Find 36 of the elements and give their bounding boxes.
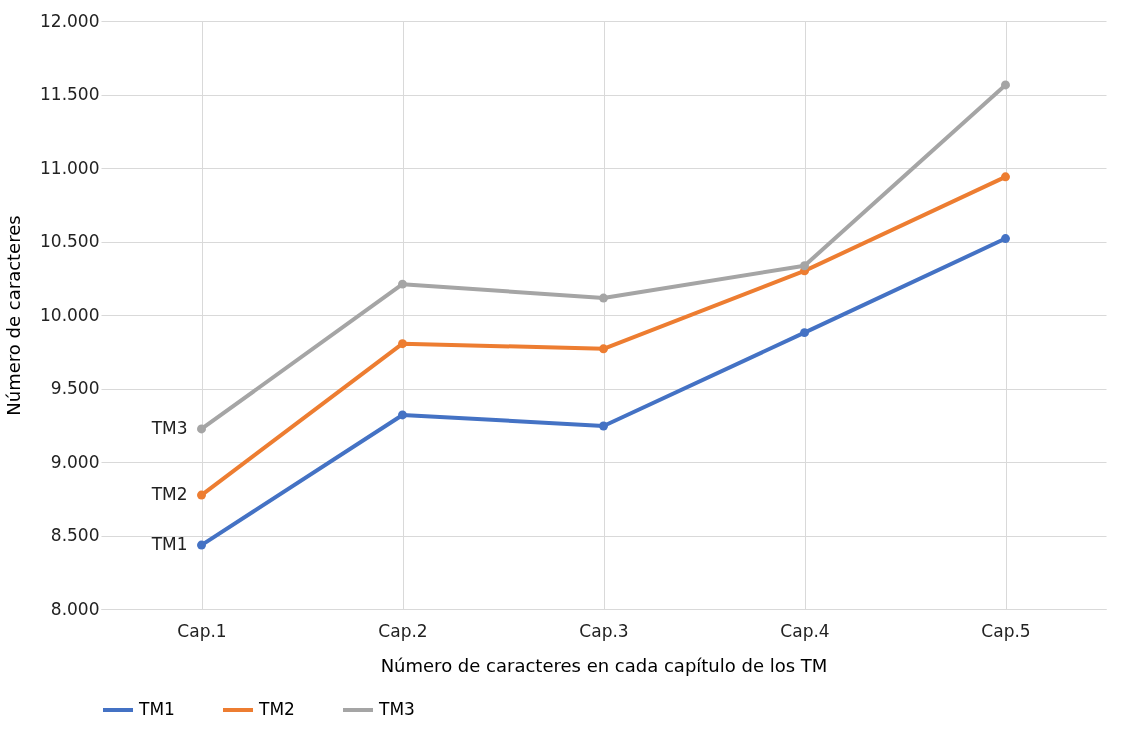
y-tick-label: 9.000 bbox=[50, 451, 100, 472]
y-tick-label: 8.000 bbox=[50, 598, 100, 619]
x-tick-label: Cap.5 bbox=[981, 620, 1031, 641]
point bbox=[197, 490, 206, 500]
point bbox=[197, 540, 206, 550]
point bbox=[599, 421, 608, 431]
legend-label: TM1 bbox=[138, 699, 175, 719]
point bbox=[800, 328, 809, 338]
y-tick-label: 12.000 bbox=[40, 10, 100, 31]
legend-label: TM2 bbox=[258, 699, 295, 719]
point bbox=[1001, 234, 1010, 244]
x-tick-label: Cap.4 bbox=[780, 620, 830, 641]
point bbox=[398, 339, 407, 349]
y-tick-label: 10.000 bbox=[40, 304, 100, 325]
y-tick-label: 11.000 bbox=[40, 157, 100, 178]
point bbox=[398, 410, 407, 420]
x-axis-title: Número de caracteres en cada capítulo de los TM bbox=[380, 654, 828, 676]
y-axis-title: Número de caracteres bbox=[3, 215, 25, 416]
point bbox=[800, 261, 809, 271]
point bbox=[197, 424, 206, 434]
legend-label: TM3 bbox=[378, 699, 415, 719]
y-tick-label: 9.500 bbox=[50, 378, 100, 398]
y-tick-label: 11.500 bbox=[40, 84, 100, 104]
x-tick-label: Cap.2 bbox=[378, 620, 428, 641]
point bbox=[398, 279, 407, 289]
point bbox=[1001, 80, 1010, 90]
y-tick-label: 10.500 bbox=[40, 231, 100, 251]
point bbox=[599, 344, 608, 354]
point bbox=[599, 293, 608, 303]
y-tick-label: 8.500 bbox=[50, 525, 100, 545]
x-tick-label: Cap.1 bbox=[177, 620, 227, 641]
text: TM2 bbox=[151, 484, 188, 505]
text: TM1 bbox=[151, 534, 188, 555]
point bbox=[1001, 172, 1010, 182]
x-tick-label: Cap.3 bbox=[579, 620, 629, 641]
text: TM3 bbox=[151, 417, 188, 438]
